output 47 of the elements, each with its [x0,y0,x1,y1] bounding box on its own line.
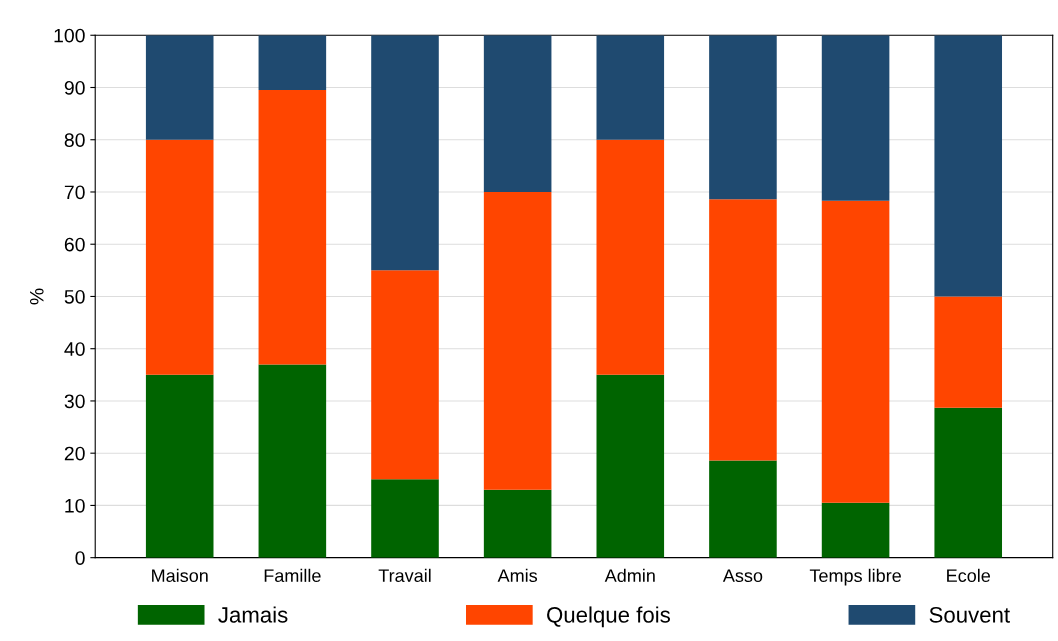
bar [145,374,214,558]
y-tick-label: 0 [75,551,85,565]
y-axis-title: % [29,288,44,305]
y-tick-label: 30 [64,394,85,409]
y-tick-label: 40 [64,342,85,356]
bar [371,270,439,480]
x-tick-label: Maison [152,568,208,583]
y-tick-label: 90 [64,80,85,95]
bar [371,479,439,558]
bar [596,374,665,558]
bar [934,407,1003,558]
y-tick-label: 100 [54,28,85,43]
y-tick-label: 70 [64,185,85,200]
y-tick-label: 20 [64,446,85,461]
x-tick-label: Admin [604,568,655,583]
bar [821,502,890,558]
bar [596,35,665,140]
bar [596,139,665,375]
legend-label: Jamais [218,606,288,623]
bar [934,296,1003,408]
bar [483,191,552,490]
bar [821,200,890,503]
legend-label: Souvent [929,607,1010,623]
bar [371,35,439,271]
bar [709,460,777,558]
bar [145,139,214,375]
y-tick-label: 50 [64,289,85,304]
bar [258,90,327,365]
y-tick-label: 60 [64,237,85,252]
x-tick-label: Temps libre [809,568,901,586]
bar [821,35,890,201]
y-tick-label: 80 [64,133,85,147]
x-tick-label: Amis [497,568,538,583]
bar [258,35,327,91]
bar [145,35,214,140]
bar [483,35,552,192]
bar [258,364,327,558]
x-tick-label: Asso [722,569,763,583]
legend-label: Quelque fois [547,606,670,628]
x-tick-label: Ecole [947,568,991,583]
bar [709,199,777,461]
bar [934,35,1003,297]
x-tick-label: Travail [378,568,431,583]
y-tick-label: 10 [65,498,85,513]
bar [483,489,552,558]
bar [709,35,777,200]
x-tick-label: Famille [264,568,321,583]
